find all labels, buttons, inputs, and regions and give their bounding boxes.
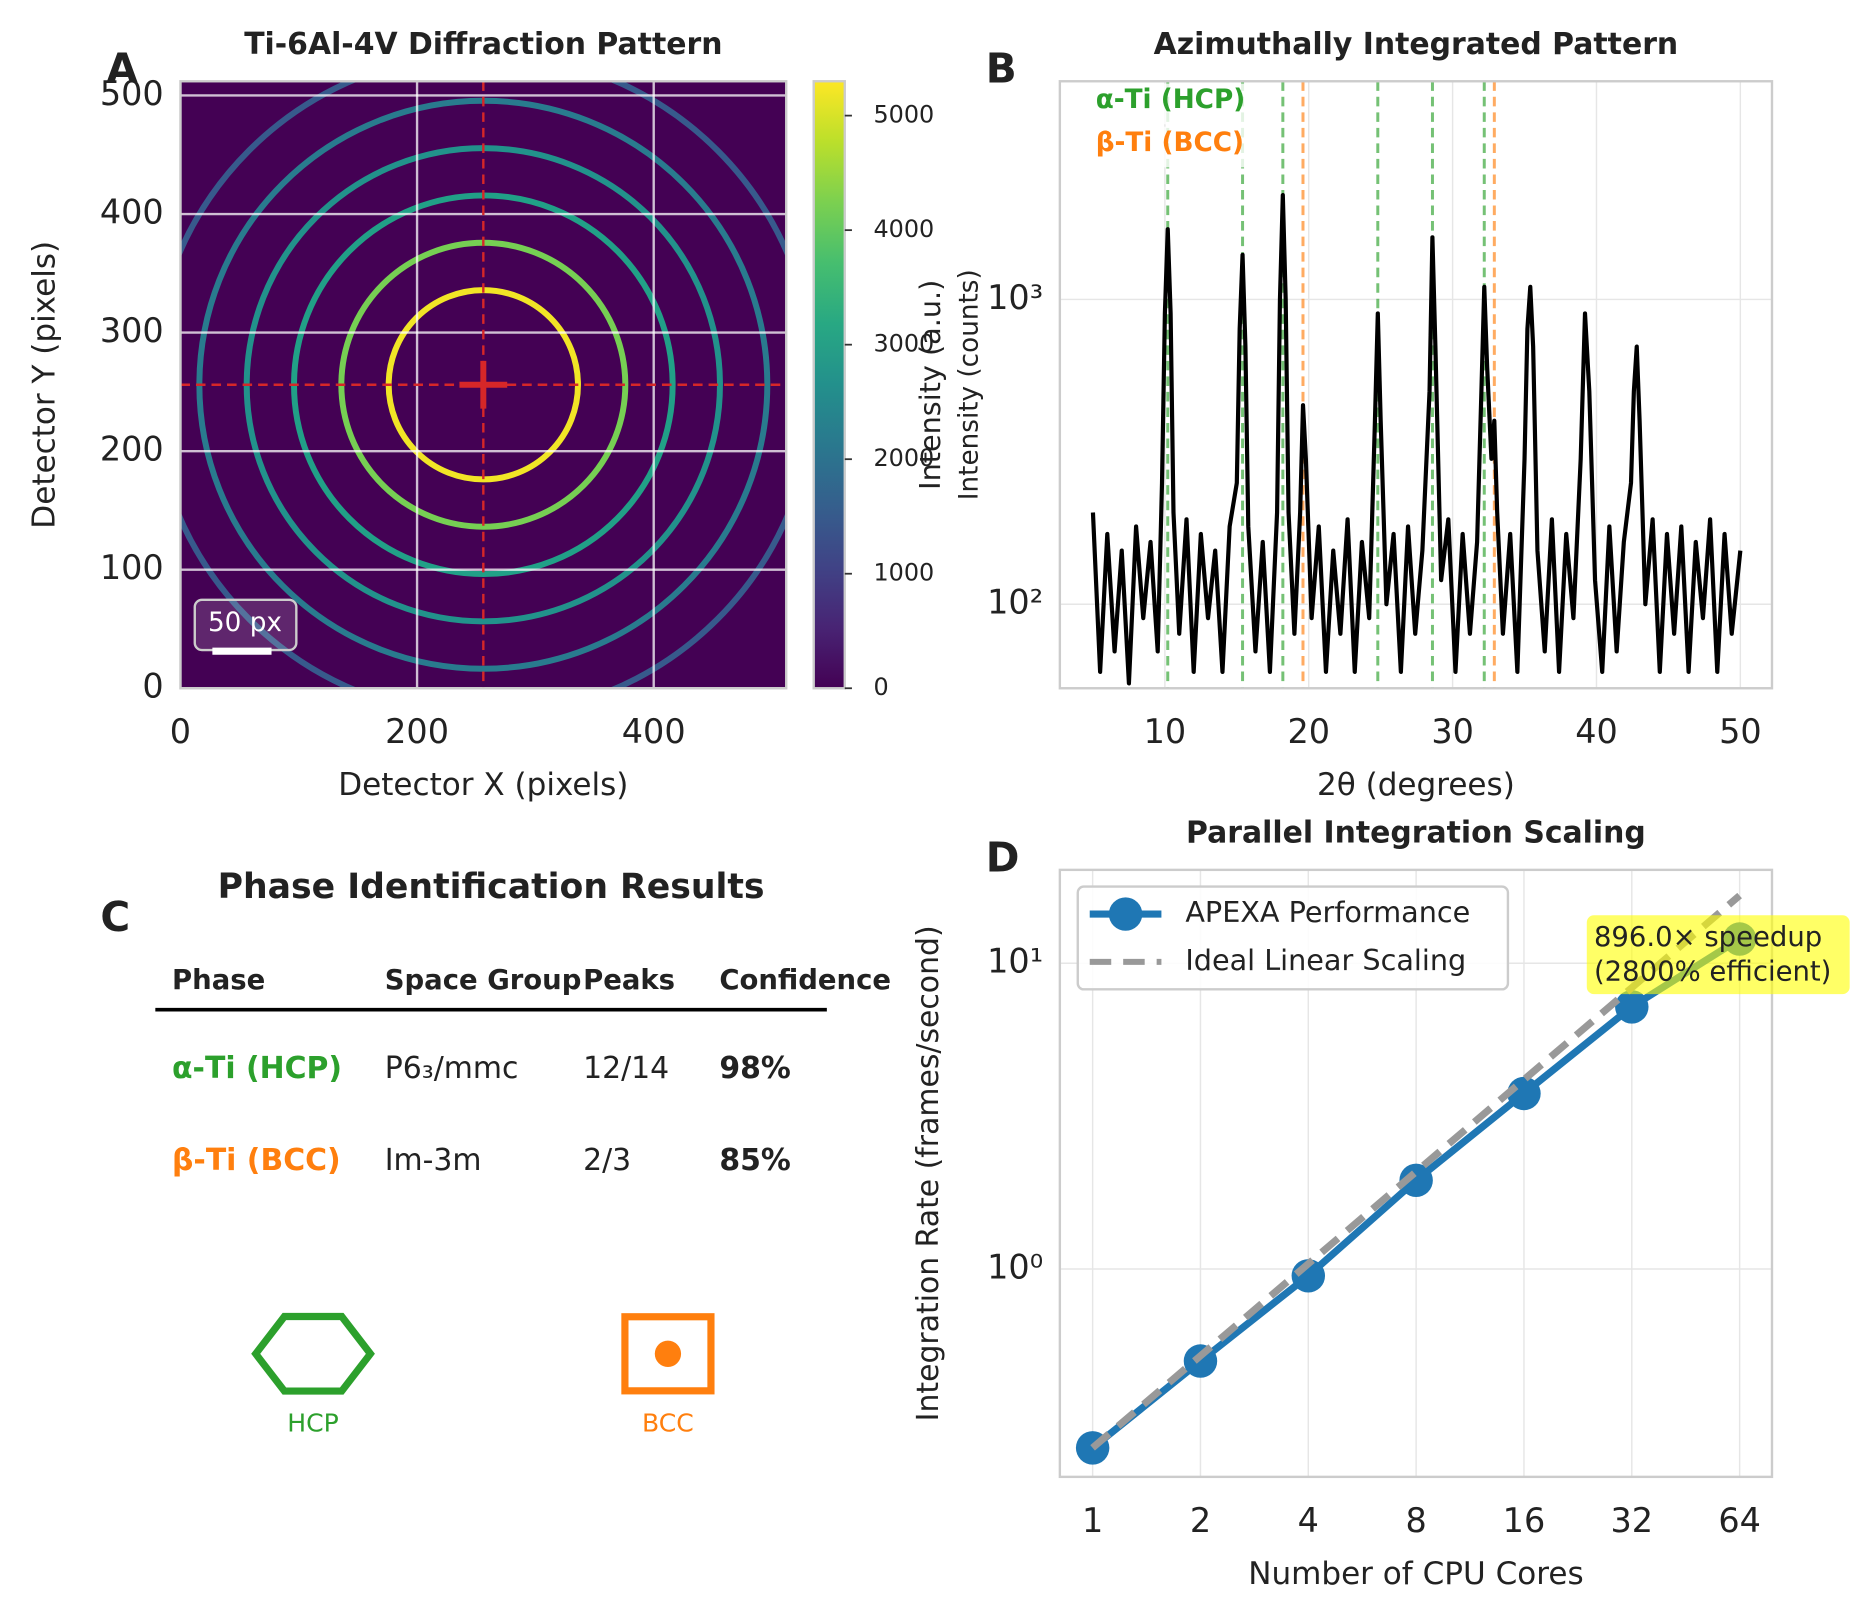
x-tick-label: 64 bbox=[1718, 1501, 1761, 1540]
colorbar-tick-label: 0 bbox=[873, 673, 888, 701]
y-tick-label: 100 bbox=[100, 548, 164, 587]
table-cell: 12/14 bbox=[583, 1051, 669, 1086]
icon-label: BCC bbox=[642, 1408, 694, 1437]
series-line bbox=[1090, 193, 1743, 686]
colorbar-tick-label: 5000 bbox=[873, 101, 934, 129]
x-axis-label: 2θ (degrees) bbox=[1317, 767, 1515, 803]
annotation-box bbox=[1586, 915, 1850, 995]
chart-title: Azimuthally Integrated Pattern bbox=[1154, 27, 1679, 62]
y-tick-label: 200 bbox=[100, 430, 164, 469]
x-tick-label: 50 bbox=[1719, 712, 1762, 751]
table-cell: Im-3m bbox=[385, 1143, 482, 1178]
series-marker bbox=[1615, 990, 1649, 1024]
x-tick-label: 32 bbox=[1611, 1501, 1654, 1540]
table-title: Phase Identification Results bbox=[218, 867, 765, 907]
table-cell: β-Ti (BCC) bbox=[172, 1143, 341, 1178]
y-tick-label: 10² bbox=[987, 583, 1043, 622]
column-header: Confidence bbox=[719, 964, 891, 996]
chart-title: Ti-6Al-4V Diffraction Pattern bbox=[244, 27, 722, 62]
column-header: Peaks bbox=[583, 964, 675, 996]
y-tick-label: 10¹ bbox=[987, 942, 1043, 981]
axes-frame bbox=[1058, 868, 1774, 1479]
colorbar-label: Intensity (a.u.) bbox=[913, 280, 947, 490]
panel-label: B bbox=[986, 45, 1017, 93]
x-tick-label: 8 bbox=[1405, 1501, 1426, 1540]
column-header: Space Group bbox=[385, 964, 582, 996]
x-axis-label: Number of CPU Cores bbox=[1248, 1556, 1583, 1592]
legend-entry: β-Ti (BCC) bbox=[1096, 128, 1244, 158]
bcc-icon bbox=[621, 1313, 715, 1395]
x-tick-label: 20 bbox=[1287, 712, 1330, 751]
x-tick-label: 10 bbox=[1144, 712, 1187, 751]
x-tick-label: 0 bbox=[170, 712, 191, 751]
colorbar bbox=[812, 80, 846, 690]
legend-entry: APEXA Performance bbox=[1185, 895, 1470, 929]
annotation: 896.0× speedup bbox=[1594, 921, 1822, 953]
colorbar-tick-label: 3000 bbox=[873, 330, 934, 358]
table-cell: 85% bbox=[719, 1143, 790, 1178]
y-tick-label: 300 bbox=[100, 311, 164, 350]
y-tick-label: 0 bbox=[142, 667, 163, 706]
plot-content bbox=[1090, 81, 1743, 689]
legend-entry: Ideal Linear Scaling bbox=[1185, 943, 1466, 977]
x-tick-label: 2 bbox=[1190, 1501, 1211, 1540]
column-header: Phase bbox=[172, 964, 265, 996]
y-tick-label: 10³ bbox=[987, 278, 1043, 317]
panel-label: C bbox=[100, 893, 130, 941]
y-tick-label: 400 bbox=[100, 193, 164, 232]
chart-title: Parallel Integration Scaling bbox=[1186, 816, 1646, 851]
x-axis-label: Detector X (pixels) bbox=[338, 767, 628, 803]
x-tick-label: 40 bbox=[1575, 712, 1618, 751]
y-tick-label: 500 bbox=[100, 74, 164, 113]
series-marker bbox=[1507, 1076, 1541, 1111]
x-tick-label: 400 bbox=[622, 712, 686, 751]
panel-label: D bbox=[986, 833, 1020, 881]
series-marker bbox=[1399, 1163, 1433, 1198]
axes-frame bbox=[179, 80, 788, 690]
icon-label: HCP bbox=[287, 1408, 339, 1437]
annotation: (2800% efficient) bbox=[1594, 956, 1831, 988]
y-axis-label: Integration Rate (frames/second) bbox=[911, 925, 946, 1421]
x-tick-label: 4 bbox=[1298, 1501, 1319, 1540]
x-tick-label: 16 bbox=[1503, 1501, 1546, 1540]
legend-box bbox=[1076, 885, 1510, 991]
hcp-icon bbox=[251, 1312, 375, 1395]
x-tick-label: 30 bbox=[1431, 712, 1474, 751]
legend-bg bbox=[1081, 126, 1261, 168]
axes-frame bbox=[1058, 80, 1774, 690]
x-tick-label: 200 bbox=[385, 712, 449, 751]
colorbar-tick-label: 2000 bbox=[873, 444, 934, 472]
center-marker bbox=[459, 360, 508, 409]
table-cell: 2/3 bbox=[583, 1143, 631, 1178]
table-cell: P6₃/mmc bbox=[385, 1051, 519, 1086]
bcc-atom bbox=[654, 1340, 682, 1367]
table-cell: α-Ti (HCP) bbox=[172, 1051, 342, 1086]
legend-marker bbox=[1108, 897, 1143, 931]
legend-bg bbox=[1081, 83, 1261, 125]
scale-bar-label: 50 px bbox=[208, 608, 282, 638]
y-axis-label: Intensity (counts) bbox=[955, 269, 985, 500]
colorbar-tick-label: 4000 bbox=[873, 215, 934, 243]
table-cell: 98% bbox=[719, 1051, 790, 1086]
x-tick-label: 1 bbox=[1082, 1501, 1103, 1540]
legend-entry: α-Ti (HCP) bbox=[1096, 85, 1246, 115]
panel-label: A bbox=[106, 45, 138, 93]
colorbar-tick-label: 1000 bbox=[873, 559, 934, 587]
y-tick-label: 10⁰ bbox=[987, 1247, 1043, 1286]
y-axis-label: Detector Y (pixels) bbox=[26, 241, 62, 529]
